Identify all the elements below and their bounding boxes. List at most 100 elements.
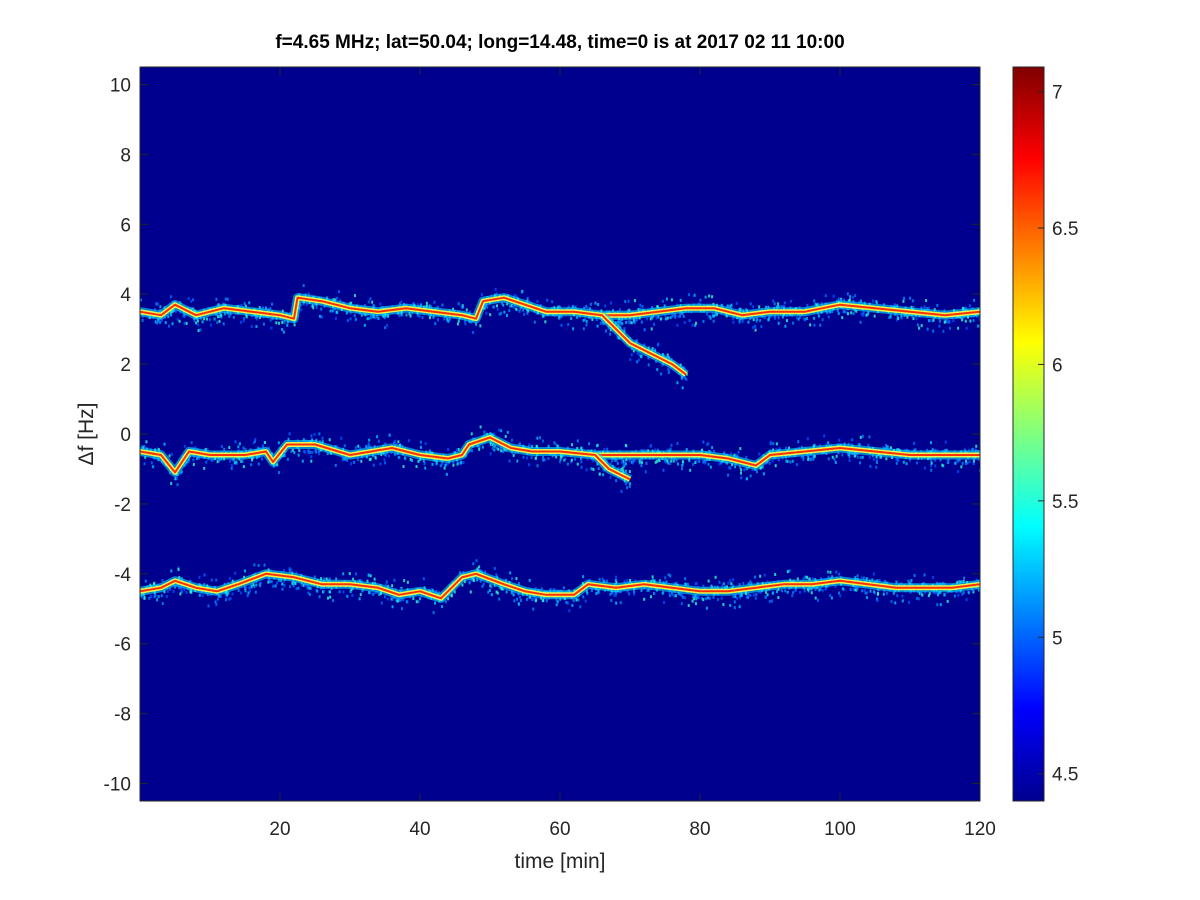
- noise-speck: [872, 572, 875, 576]
- noise-speck: [895, 457, 898, 461]
- noise-speck: [834, 584, 837, 588]
- noise-speck: [406, 600, 409, 604]
- noise-speck: [519, 443, 522, 447]
- noise-speck: [750, 582, 753, 586]
- noise-speck: [738, 307, 741, 311]
- noise-speck: [629, 482, 632, 486]
- colorbar-tick-label: 4.5: [1052, 765, 1078, 786]
- noise-speck: [977, 324, 980, 328]
- noise-speck: [814, 302, 817, 306]
- noise-speck: [651, 575, 654, 579]
- noise-speck: [867, 443, 870, 447]
- noise-speck: [516, 597, 519, 601]
- noise-speck: [577, 598, 580, 602]
- noise-speck: [311, 450, 314, 454]
- noise-speck: [295, 571, 298, 575]
- noise-speck: [732, 317, 735, 321]
- noise-speck: [903, 296, 906, 300]
- noise-speck: [231, 458, 234, 462]
- noise-speck: [605, 579, 608, 583]
- noise-speck: [716, 598, 719, 602]
- noise-speck: [460, 305, 463, 309]
- noise-speck: [729, 466, 732, 470]
- noise-speck: [367, 300, 370, 304]
- noise-speck: [493, 432, 496, 436]
- noise-speck: [597, 590, 600, 594]
- noise-speck: [428, 316, 431, 320]
- noise-speck: [470, 432, 473, 436]
- noise-speck: [388, 433, 391, 437]
- noise-speck: [541, 599, 544, 603]
- noise-speck: [867, 311, 870, 315]
- noise-speck: [215, 603, 218, 607]
- noise-speck: [636, 351, 639, 355]
- noise-speck: [704, 460, 707, 464]
- noise-speck: [396, 599, 399, 603]
- noise-speck: [464, 322, 467, 326]
- noise-speck: [930, 441, 933, 445]
- noise-speck: [376, 590, 379, 594]
- noise-speck: [229, 597, 232, 601]
- noise-speck: [518, 595, 521, 599]
- noise-speck: [641, 304, 644, 308]
- noise-speck: [290, 568, 293, 572]
- trace-middle-branch: [594, 454, 631, 481]
- noise-speck: [694, 323, 697, 327]
- noise-speck: [754, 575, 757, 579]
- y-tick-label: -10: [104, 775, 131, 796]
- noise-speck: [447, 447, 450, 451]
- noise-speck: [662, 468, 665, 472]
- noise-speck: [156, 302, 159, 306]
- noise-speck: [503, 310, 506, 314]
- noise-speck: [659, 317, 662, 321]
- noise-speck: [731, 463, 734, 467]
- noise-speck: [441, 303, 444, 307]
- noise-speck: [487, 590, 490, 594]
- noise-speck: [735, 454, 738, 458]
- noise-speck: [169, 587, 172, 591]
- noise-speck: [196, 319, 199, 323]
- noise-speck: [861, 455, 864, 459]
- noise-speck: [479, 579, 482, 583]
- noise-speck: [199, 328, 202, 332]
- noise-speck: [685, 377, 688, 381]
- noise-speck: [740, 468, 743, 472]
- noise-speck: [692, 595, 695, 599]
- noise-speck: [576, 315, 579, 319]
- noise-speck: [624, 443, 627, 447]
- noise-speck: [685, 372, 688, 376]
- noise-speck: [489, 452, 492, 456]
- noise-speck: [890, 446, 893, 450]
- noise-speck: [534, 599, 537, 603]
- noise-speck: [381, 314, 384, 318]
- noise-speck: [640, 355, 643, 359]
- noise-speck: [470, 449, 473, 453]
- noise-speck: [368, 438, 371, 442]
- noise-speck: [228, 446, 231, 450]
- noise-speck: [895, 580, 898, 584]
- x-tick-label: 60: [549, 819, 570, 840]
- noise-speck: [242, 446, 245, 450]
- noise-speck: [909, 296, 912, 300]
- noise-speck: [777, 316, 780, 320]
- noise-speck: [807, 456, 810, 460]
- noise-speck: [308, 586, 311, 590]
- noise-speck: [335, 577, 338, 581]
- noise-speck: [865, 596, 868, 600]
- noise-speck: [145, 440, 148, 444]
- noise-speck: [586, 306, 589, 310]
- noise-speck: [830, 596, 833, 600]
- noise-speck: [963, 448, 966, 452]
- noise-speck: [183, 313, 186, 317]
- noise-speck: [518, 309, 521, 313]
- noise-speck: [433, 300, 436, 304]
- noise-speck: [175, 309, 178, 313]
- noise-speck: [896, 314, 899, 318]
- noise-speck: [232, 315, 235, 319]
- noise-speck: [582, 595, 585, 599]
- noise-speck: [726, 304, 729, 308]
- noise-speck: [695, 581, 698, 585]
- noise-speck: [180, 590, 183, 594]
- noise-speck: [628, 459, 631, 463]
- noise-speck: [624, 300, 627, 304]
